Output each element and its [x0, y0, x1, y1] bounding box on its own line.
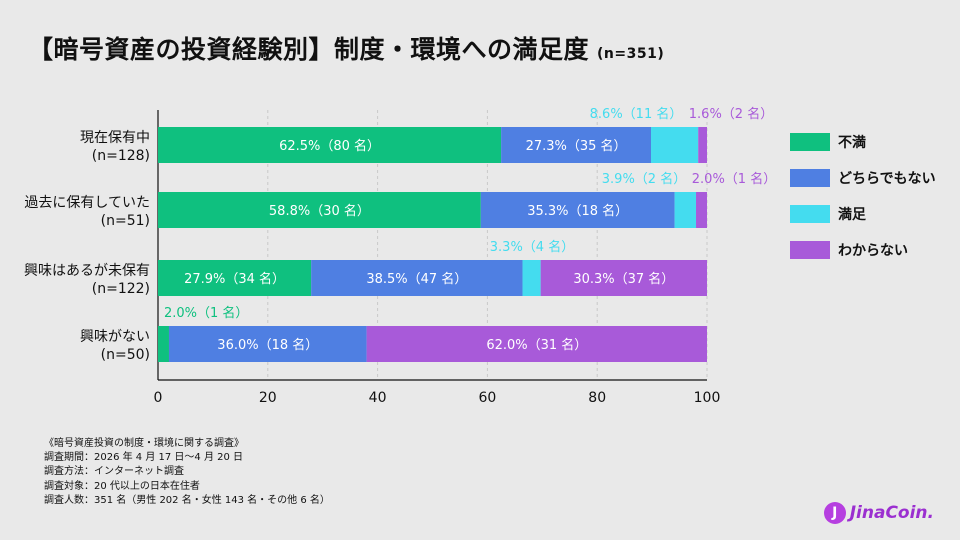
data-label: 1.6%（2 名） [689, 106, 773, 122]
bar-segment [158, 127, 502, 163]
bar-segment [698, 127, 707, 163]
notes-method: 調査方法：インターネット調査 [44, 466, 184, 478]
bar-segment [522, 260, 541, 296]
x-tick-label: 20 [259, 390, 277, 406]
data-label: 36.0%（18 名） [217, 337, 318, 353]
data-label: 38.5%（47 名） [366, 271, 467, 287]
legend-item-fuman: 不満 [790, 124, 936, 160]
bar-segment [158, 260, 312, 296]
legend-item-dochirademonai: どちらでもない [790, 160, 936, 196]
data-label: 27.9%（34 名） [184, 271, 285, 287]
legend-swatch [790, 133, 830, 151]
category-label: 過去に保有していた [24, 195, 150, 211]
notes-count: 調査人数：351 名（男性 202 名・女性 143 名・その他 6 名） [44, 494, 330, 506]
data-label: 35.3%（18 名） [527, 203, 628, 219]
bar-segment [168, 326, 367, 362]
brand-logo: J JinaCoin. [823, 502, 934, 524]
data-label: 62.5%（80 名） [279, 138, 380, 154]
bar-segment [696, 192, 707, 228]
data-label: 27.3%（35 名） [526, 138, 627, 154]
logo-mark-icon: J [823, 502, 846, 524]
x-tick-label: 0 [154, 390, 163, 406]
x-tick-label: 40 [369, 390, 387, 406]
legend-item-wakaranai: わからない [790, 232, 936, 268]
x-tick-label: 80 [588, 390, 606, 406]
category-sample-size: (n=50) [101, 347, 150, 363]
legend-swatch [790, 241, 830, 259]
chart-title: 【暗号資産の投資経験別】制度・環境への満足度 (n=351) [28, 30, 664, 66]
data-label: 3.9%（2 名） [602, 171, 686, 187]
data-label: 30.3%（37 名） [573, 271, 674, 287]
legend: 不満 どちらでもない 満足 わからない [790, 124, 936, 268]
data-label: 8.6%（11 名） [590, 106, 683, 122]
bar-segment [480, 192, 675, 228]
category-sample-size: (n=122) [92, 281, 150, 297]
notes-heading: 《暗号資産投資の制度・環境に関する調査》 [44, 438, 244, 449]
survey-notes: 《暗号資産投資の制度・環境に関する調査》 調査期間：2026 年 4 月 17 … [44, 437, 330, 508]
title-sample-size: (n=351) [597, 46, 665, 62]
data-label: 2.0%（1 名） [164, 305, 248, 321]
x-tick-label: 100 [694, 390, 721, 406]
bar-segment [158, 192, 481, 228]
legend-item-manzoku: 満足 [790, 196, 936, 232]
category-label: 興味がない [80, 329, 150, 345]
data-label: 62.0%（31 名） [486, 337, 587, 353]
legend-label: 満足 [838, 207, 866, 223]
notes-period: 調査期間：2026 年 4 月 17 日〜4 月 20 日 [44, 452, 244, 464]
category-sample-size: (n=51) [101, 213, 150, 229]
logo-text: JinaCoin. [849, 503, 934, 523]
bar-segment [311, 260, 523, 296]
bar-segment [366, 326, 707, 362]
category-sample-size: (n=128) [92, 148, 150, 164]
bar-segment [651, 127, 699, 163]
category-label: 興味はあるが未保有 [24, 263, 150, 279]
data-label: 3.3%（4 名） [490, 239, 574, 255]
title-text: 【暗号資産の投資経験別】制度・環境への満足度 [28, 35, 590, 64]
notes-target: 調査対象：20 代以上の日本在住者 [44, 480, 200, 492]
legend-swatch [790, 169, 830, 187]
bar-segment [501, 127, 652, 163]
bar-segment [158, 326, 169, 362]
legend-swatch [790, 205, 830, 223]
legend-label: わからない [838, 243, 908, 259]
data-label: 58.8%（30 名） [269, 203, 370, 219]
x-tick-label: 60 [478, 390, 496, 406]
category-label: 現在保有中 [80, 130, 150, 146]
legend-label: 不満 [838, 135, 866, 151]
legend-label: どちらでもない [838, 171, 936, 187]
bar-segment [674, 192, 697, 228]
data-label: 2.0%（1 名） [692, 171, 776, 187]
bar-segment [540, 260, 707, 296]
